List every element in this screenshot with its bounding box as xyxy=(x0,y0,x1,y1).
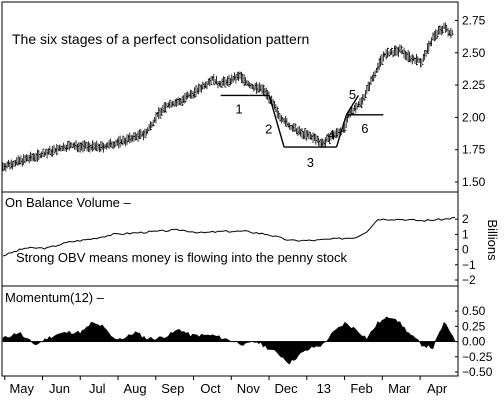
obv-note: Strong OBV means money is flowing into t… xyxy=(16,250,347,265)
price-tick-label: 1.50 xyxy=(462,175,486,189)
stage-label-2: 2 xyxy=(265,121,272,136)
stage-label-4: 4 xyxy=(328,127,335,142)
momentum-tick-label: 0.00 xyxy=(462,335,486,349)
obv-title-text: On Balance Volume xyxy=(5,195,120,210)
month-label: Feb xyxy=(350,381,372,396)
momentum-y-axis: −0.50−0.250.00 0.250.50 xyxy=(455,304,493,379)
price-chart-title: The six stages of a perfect consolidatio… xyxy=(12,31,309,47)
price-tick-label: 2.00 xyxy=(462,110,486,124)
price-bars xyxy=(2,22,454,172)
month-label: Jul xyxy=(89,381,106,396)
obv-panel-title: On Balance Volume – xyxy=(5,195,132,210)
month-label: Apr xyxy=(427,381,448,396)
month-label: Mar xyxy=(388,381,411,396)
momentum-panel-title: Momentum(12) – xyxy=(5,290,105,305)
obv-y-axis: −2−10 12 xyxy=(455,212,476,287)
momentum-title-text: Momentum(12) xyxy=(5,290,93,305)
consolidation-pattern-lines xyxy=(220,94,384,148)
obv-tick-label: −1 xyxy=(462,258,476,272)
x-axis-months: May Jun Jul Aug Sep Oct Nov Dec 13 Feb Mar Apr xyxy=(4,376,448,396)
month-label: 13 xyxy=(317,381,331,396)
momentum-area xyxy=(2,316,456,365)
month-label: Aug xyxy=(123,381,146,396)
stage-label-3: 3 xyxy=(307,155,314,170)
month-label: Sep xyxy=(161,381,184,396)
month-label: Dec xyxy=(274,381,298,396)
price-tick-label: 2.50 xyxy=(462,46,486,60)
month-label: Nov xyxy=(237,381,261,396)
obv-series-line xyxy=(2,216,456,257)
stage-label-5: 5 xyxy=(349,87,356,102)
stage-line-2 xyxy=(268,95,285,148)
month-label: Jun xyxy=(49,381,70,396)
stage-label-6: 6 xyxy=(361,121,368,136)
month-label: Oct xyxy=(200,381,221,396)
month-label: May xyxy=(9,381,34,396)
obv-axis-label: Billions xyxy=(485,219,500,261)
stage-line-5 xyxy=(345,95,360,116)
stage-labels: 1 2 34 5 6 xyxy=(235,87,368,170)
stage-label-1: 1 xyxy=(235,101,242,116)
price-tick-label: 1.75 xyxy=(462,143,486,157)
price-tick-label: 2.75 xyxy=(462,13,486,27)
momentum-tick-label: 0.50 xyxy=(462,304,486,318)
price-y-axis: 1.50 1.75 2.00 2.25 2.50 2.75 xyxy=(455,13,486,189)
obv-tick-label: 2 xyxy=(462,212,469,226)
momentum-panel-frame xyxy=(1,285,459,377)
obv-tick-label: 0 xyxy=(462,243,469,257)
price-tick-label: 2.25 xyxy=(462,78,486,92)
stage-line-4 xyxy=(335,114,348,148)
momentum-tick-label: −0.25 xyxy=(462,350,493,364)
obv-tick-label: −2 xyxy=(462,273,476,287)
momentum-tick-label: −0.50 xyxy=(462,365,493,379)
obv-tick-label: 1 xyxy=(462,227,469,241)
momentum-tick-label: 0.25 xyxy=(462,319,486,333)
